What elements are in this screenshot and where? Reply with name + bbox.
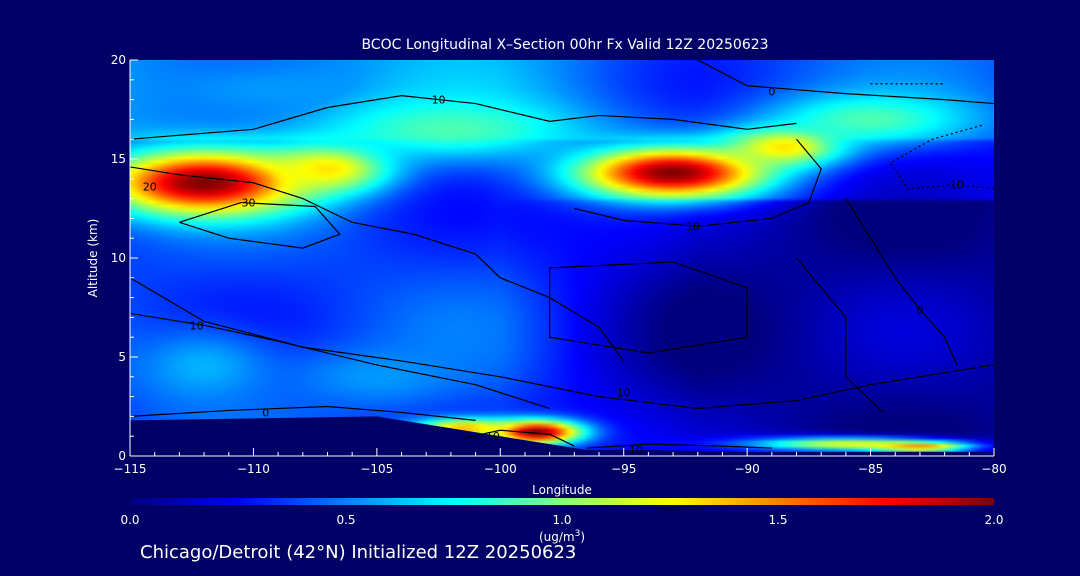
contour-lines: 0 10 20 30 10 10 0 10 10 10 0 10 xyxy=(130,60,994,457)
contour-line xyxy=(549,261,748,354)
contour-label: 10 xyxy=(950,179,964,192)
x-axis-label: Longitude xyxy=(532,483,592,497)
contour-line xyxy=(130,95,797,140)
terrain-mask xyxy=(130,416,994,456)
colorbar-tick-label: 1.0 xyxy=(552,513,571,527)
contour-line xyxy=(130,405,476,421)
y-tick-label: 5 xyxy=(118,350,126,364)
contour-line xyxy=(179,201,341,249)
contour-line xyxy=(130,312,550,410)
contour-line xyxy=(130,277,994,410)
y-tick-label: 0 xyxy=(118,449,126,463)
x-tick-label: −80 xyxy=(981,462,1006,476)
contour-label: 10 xyxy=(486,430,500,443)
contour-line xyxy=(130,166,625,362)
contour-label: 10 xyxy=(686,220,700,233)
colorbar-bar xyxy=(130,498,994,505)
x-tick-label: −95 xyxy=(611,462,636,476)
contour-label: 10 xyxy=(432,94,446,107)
contour-line xyxy=(586,443,772,449)
contour-label: 20 xyxy=(143,181,157,194)
contour-label: 30 xyxy=(241,197,255,210)
x-tick-label: −105 xyxy=(360,462,393,476)
y-tick-label: 15 xyxy=(111,152,126,166)
colorbar-tick-label: 2.0 xyxy=(984,513,1003,527)
y-axis-label: Altitude (km) xyxy=(86,219,100,298)
x-tick-label: −90 xyxy=(734,462,759,476)
contour-label: 10 xyxy=(629,444,643,457)
colorbar-tick-label: 0.0 xyxy=(120,513,139,527)
contour-label: 0 xyxy=(262,406,269,419)
contour-line xyxy=(796,257,884,413)
colorbar-tick-label: 0.5 xyxy=(336,513,355,527)
x-tick-label: −100 xyxy=(484,462,517,476)
x-tick-label: −115 xyxy=(114,462,147,476)
y-tick-label: 10 xyxy=(111,251,126,265)
colorbar-unit-superscript: 3 xyxy=(575,529,581,539)
y-tick-label: 20 xyxy=(111,53,126,67)
heatmap xyxy=(130,60,994,456)
axes: −115 −110 −105 −100 −95 −90 −85 −80 0 5 10 15 20 xyxy=(111,53,1007,476)
contour-line xyxy=(845,198,958,366)
contour-label: 0 xyxy=(916,303,923,316)
colorbar-unit: (ug/m xyxy=(539,530,575,544)
contour-line xyxy=(574,138,822,227)
contour-label: 0 xyxy=(768,86,775,99)
plot-area: 0 10 20 30 10 10 0 10 10 10 0 10 xyxy=(130,60,994,457)
chart-title: BCOC Longitudinal X–Section 00hr Fx Vali… xyxy=(361,37,768,53)
x-tick-label: −110 xyxy=(237,462,270,476)
colorbar-tick-label: 1.5 xyxy=(768,513,787,527)
colorbar-ticks: 0.0 0.5 1.0 1.5 2.0 xyxy=(120,513,1003,527)
contour-line xyxy=(889,124,994,190)
colorbar-unit-close: ) xyxy=(580,530,585,544)
footer-caption: Chicago/Detroit (42°N) Initialized 12Z 2… xyxy=(140,542,577,563)
contour-label: 10 xyxy=(617,387,631,400)
x-tick-label: −85 xyxy=(858,462,883,476)
contour-line xyxy=(697,60,994,105)
contour-line xyxy=(463,429,575,447)
colorbar: 0.0 0.5 1.0 1.5 2.0 (ug/m3) xyxy=(120,498,1004,544)
colorbar-unit-label: (ug/m3) xyxy=(539,529,585,544)
contour-label: 10 xyxy=(190,319,204,332)
